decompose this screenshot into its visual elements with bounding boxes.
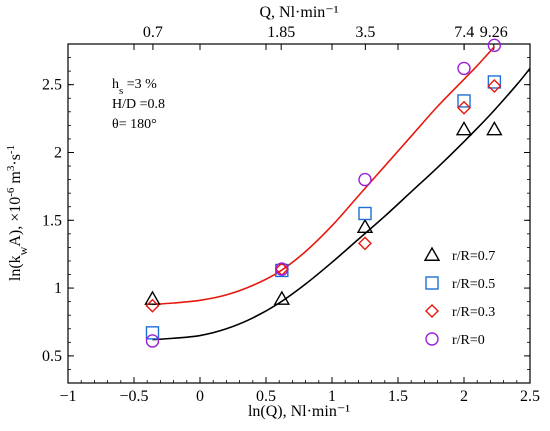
data-point-square [487, 75, 502, 89]
data-point-circle [145, 334, 160, 348]
x-tick-label: 1.5 [388, 388, 408, 405]
x-tick-label: 0.5 [256, 388, 276, 405]
top-tick-label: 7.4 [454, 24, 474, 41]
data-point-diamond [487, 79, 502, 94]
data-point-circle [457, 61, 471, 76]
data-point-triangle [144, 290, 161, 305]
data-point-circle [358, 172, 372, 187]
top-tick-label: 3.5 [355, 24, 375, 41]
data-point-square [358, 206, 372, 221]
annotation-theta: θ= 180° [112, 117, 157, 132]
legend: r/R=0.7 r/R=0.5 r/R=0.3 r/R=0 [423, 246, 495, 348]
y-tick-label: 2.5 [42, 77, 62, 94]
x-tick-label: −0.5 [119, 388, 148, 405]
data-point-circle [487, 38, 502, 53]
fit-line [152, 67, 530, 341]
data-point-square [145, 326, 160, 340]
top-tick-label: 9.26 [480, 24, 508, 41]
top-axis-title: Q, Nl·min⁻¹ [259, 4, 338, 21]
top-tick-label: 1.85 [267, 24, 295, 41]
legend-marker-square [425, 276, 439, 290]
y-tick-label: 1.5 [42, 212, 62, 229]
legend-marker-triangle [423, 246, 441, 261]
legend-label: r/R=0.7 [452, 249, 495, 264]
y-tick-label: 1 [54, 280, 62, 297]
data-point-circle [275, 262, 289, 276]
y-axis-title: ln(kwA), ×10-6 m3·s-1 [5, 145, 30, 281]
data-point-triangle [486, 121, 503, 136]
x-tick-label: −1 [59, 388, 76, 405]
annotation-hs: hs =3 % [112, 77, 157, 97]
fit-lines [152, 46, 530, 341]
fit-line [152, 46, 495, 306]
legend-label: r/R=0 [452, 333, 485, 348]
data-point-triangle [273, 290, 291, 305]
x-axis-title: ln(Q), Nl·min⁻¹ [248, 403, 350, 420]
y-tick-label: 0.5 [42, 348, 62, 365]
plot-area-frame [67, 43, 531, 384]
legend-marker-circle [425, 332, 439, 346]
data-point-triangle [356, 218, 374, 234]
top-tick-label: 0.7 [143, 24, 163, 41]
x-tick-label: 2.5 [520, 388, 540, 405]
y-axis-ticks: 0.5 1 1.5 2 2.5 [42, 57, 530, 370]
data-point-diamond [457, 100, 471, 115]
data-point-triangle [455, 121, 473, 136]
data-point-square [457, 94, 471, 108]
x-axis-ticks: −1 −0.5 0 0.5 1 1.5 2 2.5 [59, 44, 540, 405]
annotation-hd: H/D =0.8 [112, 97, 165, 112]
x-tick-label: 1 [328, 388, 336, 405]
data-markers [144, 38, 503, 348]
x-tick-label: 2 [460, 388, 468, 405]
y-tick-label: 2 [54, 144, 62, 161]
data-point-diamond [145, 298, 160, 313]
data-point-diamond [358, 236, 372, 251]
top-axis-ticks: 0.7 1.85 3.5 7.4 9.26 [143, 24, 508, 50]
legend-label: r/R=0.5 [452, 277, 495, 292]
x-tick-label: 0 [196, 388, 204, 405]
legend-marker-diamond [425, 304, 439, 318]
legend-label: r/R=0.3 [452, 305, 495, 320]
